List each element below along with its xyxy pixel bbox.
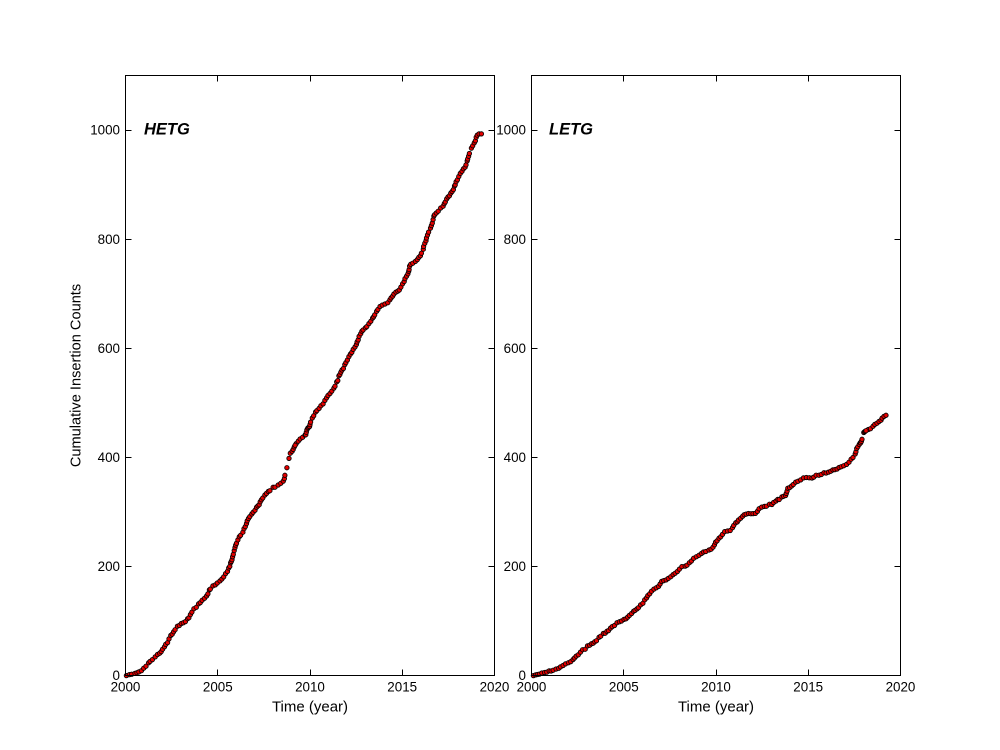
svg-text:HETG: HETG: [144, 121, 190, 139]
svg-text:2000: 2000: [111, 680, 141, 695]
svg-text:LETG: LETG: [549, 121, 593, 139]
svg-text:2015: 2015: [387, 680, 417, 695]
svg-text:Cumulative Insertion Counts: Cumulative Insertion Counts: [69, 284, 85, 467]
svg-text:600: 600: [504, 341, 526, 356]
svg-text:2005: 2005: [609, 680, 639, 695]
svg-text:600: 600: [98, 341, 120, 356]
svg-text:2000: 2000: [517, 680, 547, 695]
svg-text:400: 400: [504, 450, 526, 465]
svg-text:1000: 1000: [496, 123, 526, 138]
svg-text:2005: 2005: [203, 680, 233, 695]
svg-text:200: 200: [98, 559, 120, 574]
svg-text:2010: 2010: [701, 680, 731, 695]
svg-text:1000: 1000: [90, 123, 120, 138]
svg-text:Time (year): Time (year): [272, 699, 348, 716]
svg-text:200: 200: [504, 559, 526, 574]
svg-text:Time (year): Time (year): [678, 699, 754, 716]
svg-text:2020: 2020: [480, 680, 510, 695]
svg-text:2015: 2015: [793, 680, 823, 695]
svg-text:0: 0: [113, 668, 120, 683]
svg-text:2020: 2020: [886, 680, 916, 695]
svg-text:400: 400: [98, 450, 120, 465]
svg-text:800: 800: [504, 232, 526, 247]
svg-text:2010: 2010: [295, 680, 325, 695]
svg-text:0: 0: [519, 668, 526, 683]
svg-text:800: 800: [98, 232, 120, 247]
